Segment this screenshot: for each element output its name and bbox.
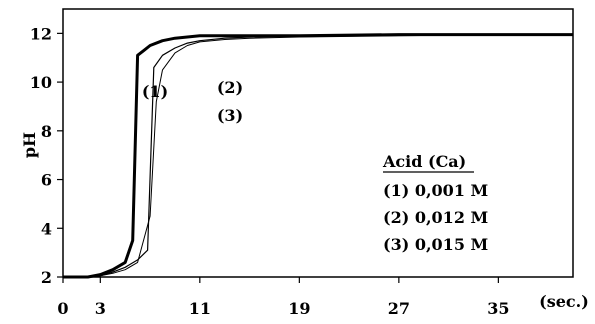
series-line-2 <box>63 33 573 278</box>
y-axis-label: pH <box>20 132 39 158</box>
y-tick-label: 8 <box>41 122 52 141</box>
y-tick-label: 2 <box>41 268 52 287</box>
y-tick-label: 4 <box>41 219 52 238</box>
series-line-3 <box>63 34 573 278</box>
x-tick-label: 19 <box>288 299 310 318</box>
x-tick-label: 11 <box>189 299 211 318</box>
legend-entry-3: (3) 0,015 M <box>383 235 488 254</box>
legend: Acid (Ca) (1) 0,001 M (2) 0,012 M (3) 0,… <box>382 152 488 254</box>
x-tick-label: 0 <box>57 299 68 318</box>
x-axis-label: (sec.) <box>539 292 589 311</box>
legend-entry-1: (1) 0,001 M <box>383 181 488 200</box>
legend-entry-2: (2) 0,012 M <box>383 208 488 227</box>
series-layer <box>63 33 573 279</box>
series-line-1 <box>63 33 573 279</box>
y-tick-label: 10 <box>30 73 52 92</box>
y-tick-label: 12 <box>30 24 52 43</box>
curve-label-3: (3) <box>217 106 243 125</box>
legend-title: Acid (Ca) <box>382 152 466 171</box>
y-tick-label: 6 <box>41 171 52 190</box>
plot-frame <box>62 8 574 278</box>
curve-label-1: (1) <box>142 82 168 101</box>
ticks-layer: 2 4 6 8 10 12 0 3 11 19 27 35 <box>30 24 510 318</box>
x-tick-label: 3 <box>95 299 106 318</box>
x-tick-label: 35 <box>487 299 509 318</box>
curve-label-2: (2) <box>217 78 243 97</box>
x-tick-label: 27 <box>388 299 410 318</box>
